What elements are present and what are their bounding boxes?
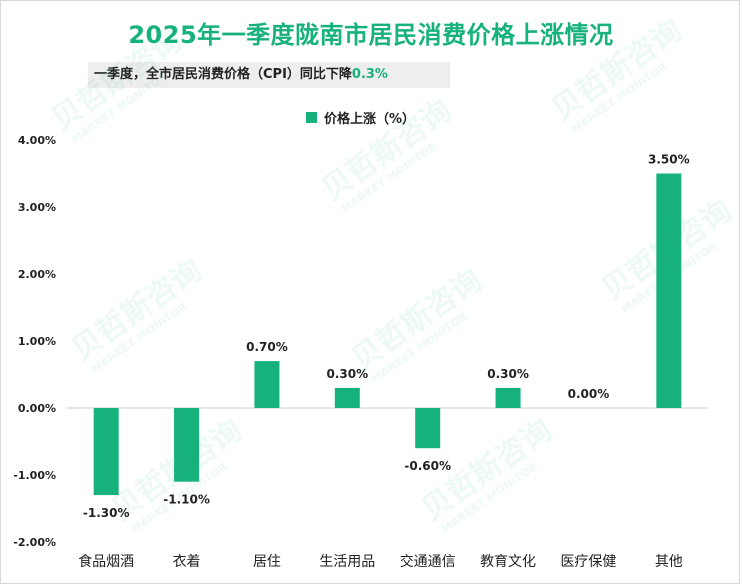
bar <box>254 361 280 408</box>
bar <box>334 387 360 408</box>
y-tick-label: 1.00% <box>18 335 56 348</box>
data-label: -1.30% <box>83 506 130 520</box>
legend-label: 价格上涨（%） <box>324 111 416 127</box>
y-tick-label: 0.00% <box>18 402 56 415</box>
data-label: 0.30% <box>326 367 368 381</box>
x-tick-label: 生活用品 <box>319 554 375 570</box>
bar <box>93 408 119 496</box>
data-labels: -1.30% -1.10% 0.70% 0.30% -0.60% 0.30% 0.00% 3.… <box>83 153 690 521</box>
x-tick-label: 其他 <box>655 554 683 570</box>
data-label: 3.50% <box>648 153 690 167</box>
bar <box>495 387 521 408</box>
x-axis: 食品烟酒 衣着 居住 生活用品 交通通信 教育文化 医疗保健 其他 <box>78 553 683 570</box>
cpi-summary-value: 0.3% <box>351 67 388 82</box>
x-tick-label: 居住 <box>253 554 281 570</box>
data-label: 0.30% <box>487 367 529 381</box>
y-tick-label: -1.00% <box>13 469 56 482</box>
x-tick-label: 衣着 <box>173 554 201 570</box>
bar <box>656 173 682 408</box>
bar <box>415 408 441 449</box>
chart-legend: 价格上涨（%） <box>306 107 415 127</box>
chart-title: 2025年一季度陇南市居民消费价格上涨情况 <box>128 21 614 49</box>
cpi-summary-box: 一季度，全市居民消费价格（CPI）同比下降0.3% <box>88 62 450 88</box>
y-tick-label: 3.00% <box>18 201 56 214</box>
x-tick-label: 食品烟酒 <box>78 553 134 570</box>
x-tick-label: 医疗保健 <box>560 554 616 570</box>
data-label: -1.10% <box>163 493 210 507</box>
data-label: -0.60% <box>404 459 451 473</box>
data-label: 0.00% <box>568 387 610 401</box>
y-axis: 4.00% 3.00% 2.00% 1.00% 0.00% -1.00% -2.00% <box>13 134 56 549</box>
y-tick-label: 2.00% <box>18 268 56 281</box>
y-tick-label: 4.00% <box>18 134 56 147</box>
x-tick-label: 交通通信 <box>400 553 456 570</box>
data-label: 0.70% <box>246 340 288 354</box>
legend-swatch <box>306 111 317 123</box>
bar <box>174 408 200 482</box>
cpi-summary-text: 一季度，全市居民消费价格（CPI）同比下降 <box>94 67 352 82</box>
x-tick-label: 教育文化 <box>480 554 536 570</box>
y-tick-label: -2.00% <box>13 536 56 549</box>
bar-series <box>93 173 682 496</box>
